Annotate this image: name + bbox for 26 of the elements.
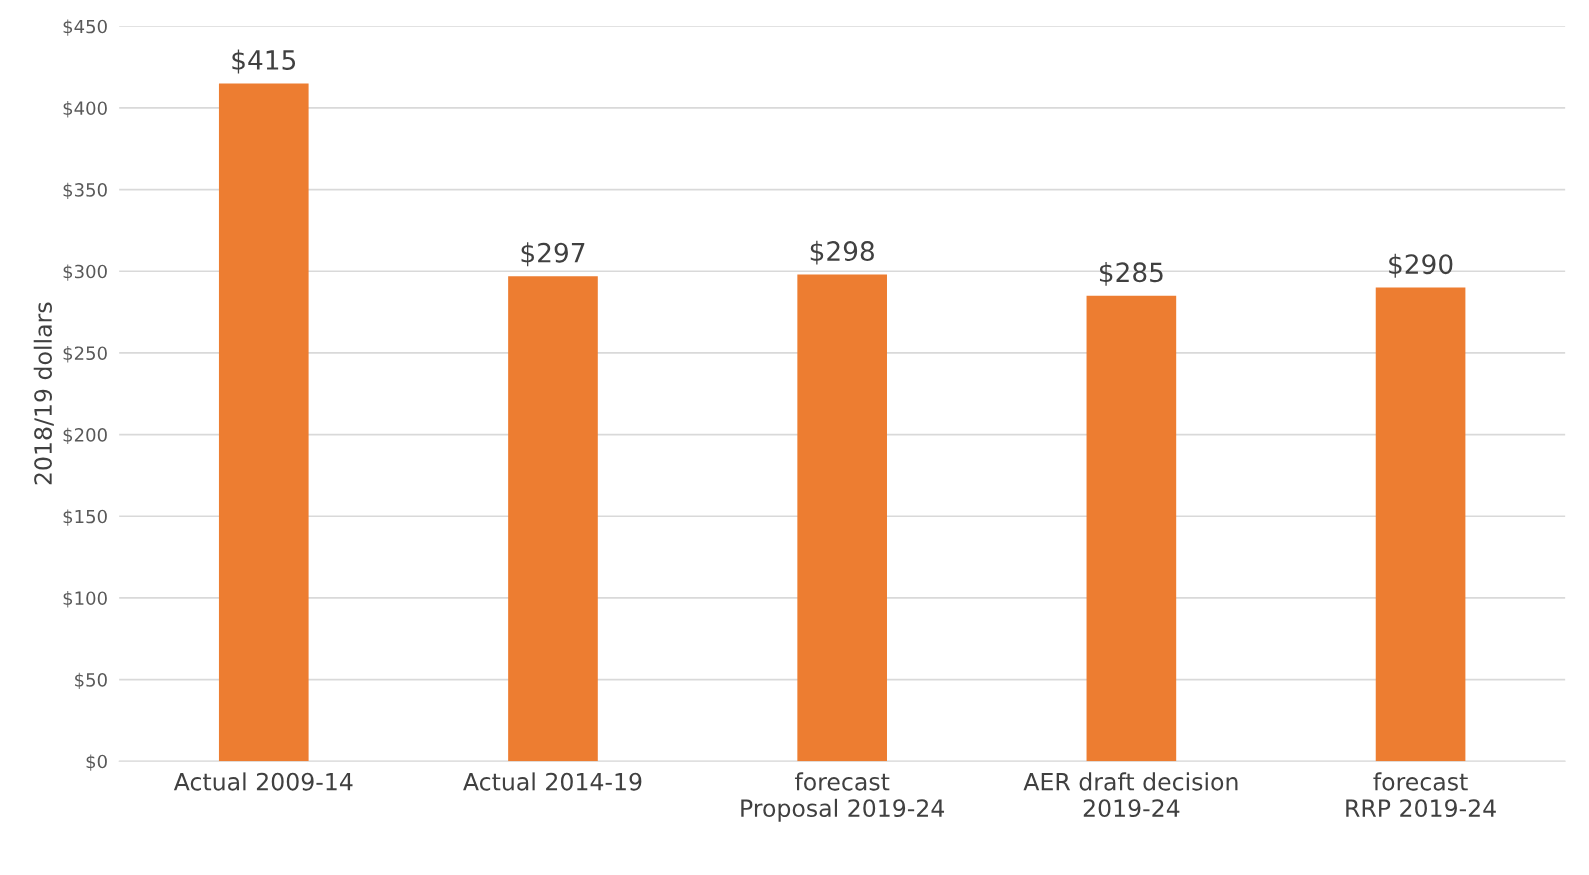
y-tick-label: $200 (63, 427, 107, 445)
y-tick-label: $450 (63, 19, 107, 36)
y-tick-label: $0 (86, 754, 107, 771)
data-label: $298 (810, 240, 874, 265)
x-tick-label: Actual 2009-14 (173, 772, 353, 791)
y-tick-label: $50 (75, 672, 107, 690)
data-label: $415 (232, 49, 296, 74)
x-tick-label: Actual 2014-19 (463, 772, 642, 791)
x-tick-label: forecast RRP 2019-24 (1346, 772, 1496, 818)
data-label: $285 (1099, 261, 1163, 286)
y-tick-label: $300 (63, 264, 107, 281)
y-tick-label: $350 (63, 182, 107, 200)
data-label: $297 (521, 242, 585, 267)
data-label: $290 (1389, 253, 1453, 278)
bar (1375, 287, 1466, 762)
y-tick-label: $100 (63, 591, 107, 608)
bar (797, 274, 887, 762)
bar (508, 276, 598, 762)
x-tick-label: forecast Proposal 2019-24 (741, 772, 945, 822)
y-tick-label: $250 (63, 346, 107, 363)
bar (218, 83, 309, 762)
y-tick-label: $400 (63, 101, 107, 118)
y-axis-title: 2018/19 dollars (33, 302, 54, 485)
y-tick-label: $150 (63, 509, 107, 526)
x-tick-label: AER draft decision 2019-24 (1023, 772, 1238, 818)
bar (1086, 295, 1177, 762)
